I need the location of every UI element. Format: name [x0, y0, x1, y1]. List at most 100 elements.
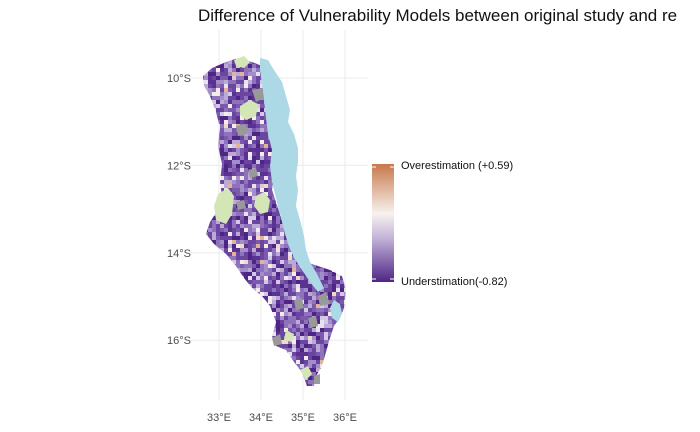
raster-cell	[340, 256, 344, 260]
raster-cell	[312, 128, 316, 132]
raster-cell	[300, 336, 304, 340]
raster-cell	[240, 180, 244, 184]
raster-cell	[204, 300, 208, 304]
raster-cell	[316, 92, 320, 96]
raster-cell	[296, 292, 300, 296]
raster-cell	[252, 184, 256, 188]
no-data-patch	[236, 200, 246, 210]
raster-cell	[252, 268, 256, 272]
raster-cell	[316, 68, 320, 72]
raster-cell	[312, 388, 316, 392]
raster-cell	[276, 300, 280, 304]
raster-cell	[224, 360, 228, 364]
raster-cell	[220, 268, 224, 272]
raster-cell	[204, 200, 208, 204]
raster-cell	[292, 384, 296, 386]
raster-cell	[284, 388, 288, 392]
raster-cell	[348, 232, 352, 236]
raster-cell	[212, 348, 216, 352]
raster-cell	[308, 64, 312, 68]
raster-cell	[276, 388, 280, 392]
raster-cell	[252, 276, 256, 280]
raster-cell	[236, 248, 240, 252]
raster-cell	[336, 132, 340, 136]
raster-cell	[208, 140, 212, 144]
raster-cell	[232, 124, 236, 128]
raster-cell	[336, 144, 340, 148]
raster-cell	[336, 360, 340, 364]
raster-cell	[348, 96, 352, 100]
raster-cell	[220, 64, 224, 68]
raster-cell	[324, 244, 328, 248]
colorbar-legend	[372, 164, 394, 282]
raster-cell	[236, 344, 240, 348]
raster-cell	[244, 308, 248, 312]
raster-cell	[232, 200, 236, 204]
raster-cell	[340, 100, 344, 104]
raster-cell	[212, 284, 216, 288]
raster-cell	[280, 328, 284, 332]
raster-cell	[268, 308, 272, 312]
raster-cell	[272, 280, 276, 284]
raster-cell	[228, 260, 232, 264]
raster-cell	[252, 188, 256, 192]
raster-cell	[340, 376, 344, 380]
raster-cell	[272, 304, 276, 308]
raster-cell	[288, 284, 292, 288]
raster-cell	[284, 320, 288, 324]
raster-cell	[203, 244, 204, 248]
raster-cell	[228, 344, 232, 348]
raster-cell	[324, 228, 328, 232]
raster-cell	[220, 300, 224, 304]
raster-cell	[228, 376, 232, 380]
raster-cell	[224, 160, 228, 164]
raster-cell	[292, 288, 296, 292]
raster-cell	[208, 58, 212, 60]
raster-cell	[212, 96, 216, 100]
raster-cell	[328, 316, 332, 320]
raster-cell	[308, 344, 312, 348]
raster-cell	[203, 160, 204, 164]
raster-cell	[203, 80, 204, 84]
raster-cell	[336, 336, 340, 340]
raster-cell	[240, 176, 244, 180]
raster-cell	[220, 58, 224, 60]
raster-cell	[288, 372, 292, 376]
raster-cell	[248, 228, 252, 232]
raster-cell	[284, 252, 288, 256]
raster-cell	[284, 312, 288, 316]
raster-cell	[220, 236, 224, 240]
raster-cell	[232, 168, 236, 172]
raster-cell	[236, 384, 240, 386]
raster-cell	[212, 320, 216, 324]
raster-cell	[276, 296, 280, 300]
raster-cell	[336, 200, 340, 204]
raster-cell	[203, 96, 204, 100]
raster-cell	[332, 260, 336, 264]
raster-cell	[304, 96, 308, 100]
raster-cell	[284, 264, 288, 268]
raster-cell	[312, 60, 316, 64]
raster-cell	[228, 60, 232, 64]
raster-cell	[320, 256, 324, 260]
raster-cell	[252, 248, 256, 252]
raster-cell	[276, 252, 280, 256]
raster-cell	[256, 372, 260, 376]
raster-cell	[212, 372, 216, 376]
raster-cell	[328, 292, 332, 296]
raster-cell	[224, 352, 228, 356]
raster-cell	[224, 284, 228, 288]
raster-cell	[220, 364, 224, 368]
raster-cell	[304, 348, 308, 352]
raster-cell	[324, 276, 328, 280]
raster-cell	[212, 280, 216, 284]
raster-cell	[348, 336, 352, 340]
raster-cell	[296, 372, 300, 376]
raster-cell	[332, 124, 336, 128]
raster-cell	[324, 364, 328, 368]
raster-cell	[212, 100, 216, 104]
raster-cell	[284, 268, 288, 272]
raster-cell	[248, 384, 252, 386]
raster-cell	[324, 256, 328, 260]
raster-cell	[256, 288, 260, 292]
